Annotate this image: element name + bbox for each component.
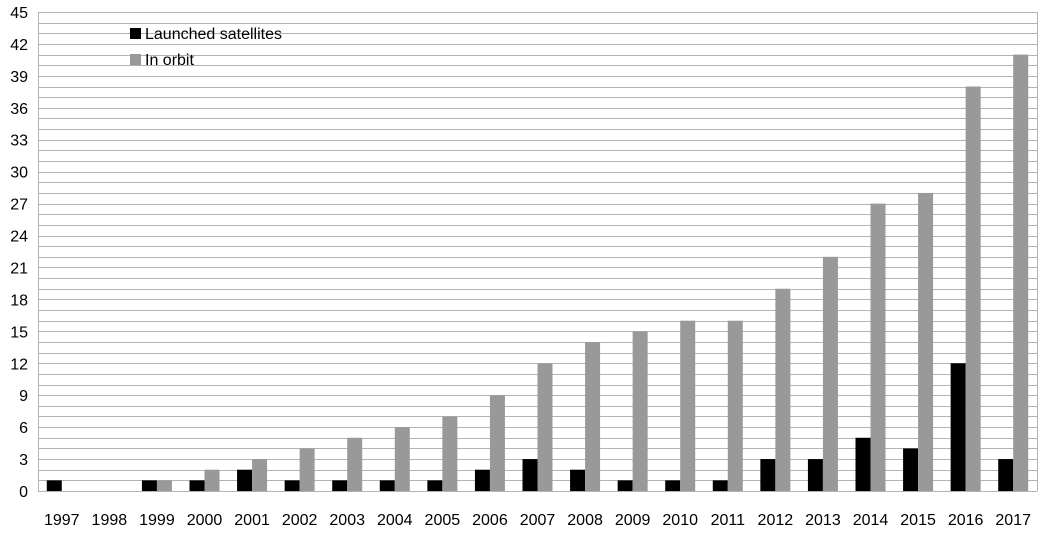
in-orbit-bar-1999: [156, 480, 172, 491]
in-orbit-bar-2014: [870, 203, 886, 491]
x-tick-label: 2013: [805, 512, 841, 529]
x-tick-label: 2008: [567, 512, 603, 529]
in-orbit-bar-2004: [394, 427, 410, 491]
x-tick-label: 2009: [615, 512, 651, 529]
launched-bar-2013: [807, 459, 823, 491]
y-tick-label: 36: [10, 101, 28, 118]
y-tick-label: 21: [10, 260, 28, 277]
launched-bar-2006: [474, 469, 490, 491]
launched-bar-2003: [332, 480, 348, 491]
legend-label: In orbit: [145, 52, 194, 69]
in-orbit-bar-2002: [299, 448, 315, 491]
y-tick-label: 39: [10, 69, 28, 86]
x-tick-label: 2003: [329, 512, 365, 529]
launched-bar-2016: [950, 363, 966, 491]
x-tick-label: 2017: [995, 512, 1031, 529]
x-tick-label: 2005: [425, 512, 461, 529]
legend-swatch: [130, 54, 141, 65]
x-tick-label: 2016: [948, 512, 984, 529]
in-orbit-bar-2000: [204, 469, 220, 491]
in-orbit-bar-2012: [775, 288, 791, 491]
x-tick-label: 2002: [282, 512, 318, 529]
legend-label: Launched satellites: [145, 26, 282, 43]
x-tick-label: 2000: [187, 512, 223, 529]
launched-bar-2009: [617, 480, 633, 491]
in-orbit-bar-2005: [442, 416, 458, 491]
x-tick-label: 2012: [758, 512, 794, 529]
y-tick-label: 12: [10, 356, 28, 373]
y-tick-label: 18: [10, 292, 28, 309]
launched-bar-2007: [522, 459, 538, 491]
x-tick-label: 2007: [520, 512, 556, 529]
in-orbit-bar-2011: [727, 320, 743, 491]
launched-bar-2001: [237, 469, 253, 491]
launched-bar-2015: [903, 448, 919, 491]
x-tick-label: 1998: [92, 512, 128, 529]
y-tick-label: 30: [10, 165, 28, 182]
x-tick-labels: 1997 1998 1999 2000 2001 2002 2003 2004 2005 2006…: [44, 512, 1031, 529]
launched-bar-2014: [855, 437, 871, 491]
legend-swatch: [130, 28, 141, 39]
axes: [38, 12, 1038, 492]
x-tick-label: 1999: [139, 512, 175, 529]
y-tick-label: 3: [19, 452, 28, 469]
launched-bar-1997: [46, 480, 62, 491]
in-orbit-bar-2007: [537, 363, 553, 491]
in-orbit-bar-2003: [347, 437, 363, 491]
in-orbit-bar-2017: [1013, 54, 1029, 491]
x-tick-label: 1997: [44, 512, 80, 529]
legend: Launched satellites In orbit: [130, 26, 282, 69]
x-tick-label: 2015: [900, 512, 936, 529]
launched-bar-2005: [427, 480, 443, 491]
launched-bar-2012: [760, 459, 776, 491]
x-tick-label: 2006: [472, 512, 508, 529]
in-orbit-bar-2016: [965, 86, 981, 491]
y-tick-label: 24: [10, 229, 28, 246]
y-tick-label: 0: [19, 484, 28, 501]
y-tick-label: 45: [10, 5, 28, 22]
y-tick-label: 42: [10, 37, 28, 54]
in-orbit-bar-2008: [585, 341, 601, 491]
x-tick-label: 2010: [662, 512, 698, 529]
launched-bar-1999: [141, 480, 157, 491]
x-tick-label: 2011: [711, 512, 746, 529]
launched-bar-2017: [998, 459, 1014, 491]
launched-bar-2010: [665, 480, 681, 491]
in-orbit-bar-2013: [822, 256, 838, 491]
x-tick-label: 2001: [234, 512, 270, 529]
y-tick-label: 6: [19, 420, 28, 437]
x-tick-label: 2014: [853, 512, 889, 529]
launched-bar-2004: [379, 480, 395, 491]
launched-bar-2011: [712, 480, 728, 491]
y-tick-label: 33: [10, 133, 28, 150]
y-tick-label: 9: [19, 388, 28, 405]
in-orbit-bar-2010: [680, 320, 696, 491]
in-orbit-bar-2006: [489, 395, 505, 491]
x-tick-label: 2004: [377, 512, 413, 529]
in-orbit-bar-2015: [918, 192, 934, 491]
y-tick-label: 15: [10, 324, 28, 341]
y-tick-label: 27: [10, 197, 28, 214]
launched-bar-2002: [284, 480, 300, 491]
launched-bar-2000: [189, 480, 205, 491]
bars: [46, 54, 1029, 491]
launched-bar-2008: [570, 469, 586, 491]
in-orbit-bar-2001: [252, 459, 268, 491]
in-orbit-bar-2009: [632, 331, 648, 491]
